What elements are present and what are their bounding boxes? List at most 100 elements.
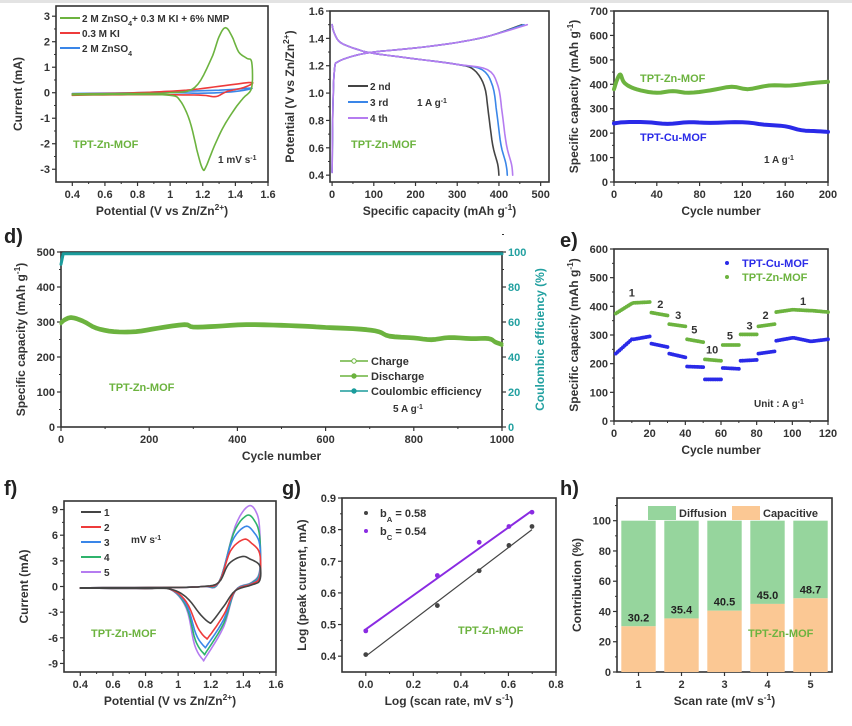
y-tick-label: 0.9	[321, 493, 336, 505]
chart-panel-g: 0.4 0.5 0.6 0.7 0.8 0.9 0.0 0.2 0.4 0.6 0.8 Log (sc…	[295, 493, 564, 708]
legend-label: 0.3 M KI	[82, 29, 120, 40]
y-tick-label: 500	[37, 247, 55, 259]
y-right-tick-label: 20	[508, 387, 520, 399]
data-point	[683, 324, 688, 329]
y-tick-label: 0	[605, 667, 611, 679]
y-tick-label: 400	[590, 301, 608, 313]
x-axis-label: Cycle number	[681, 443, 761, 457]
y-tick-label: -1	[40, 113, 50, 125]
y-tick-label: 0	[52, 582, 58, 594]
data-label: 35.4	[671, 604, 693, 616]
data-point	[736, 343, 741, 347]
y-tick-label: 0	[602, 177, 608, 189]
y-tick-label: 600	[590, 30, 608, 42]
legend-label: Diffusion	[679, 508, 727, 520]
rate-label: 1	[800, 296, 806, 308]
sample-label: TPT-Zn-MOF	[458, 625, 524, 637]
x-axis-label: Scan rate (mV s-1)	[674, 692, 776, 708]
y-axis-label: Specific capacity (mAh g-1)	[565, 258, 581, 412]
y-tick-label: 0.8	[321, 525, 336, 537]
legend-label: 4 th	[370, 114, 388, 125]
sample-label: TPT-Zn-MOF	[73, 139, 139, 151]
y-tick-label: 3	[52, 556, 58, 568]
y-tick-label: 0	[602, 416, 608, 428]
bar-capacitive	[793, 598, 828, 672]
y-right-tick-label: 80	[508, 282, 520, 294]
x-tick-label: 800	[405, 434, 423, 446]
bar-diffusion	[707, 520, 742, 611]
y-tick-label: 80	[599, 546, 611, 558]
data-point	[665, 313, 670, 318]
data-point	[772, 322, 777, 327]
data-label: 48.7	[800, 584, 821, 596]
rate-label: 2	[763, 310, 769, 322]
fit-line	[365, 509, 533, 631]
y-right-axis-label: Coulombic efficiency (%)	[533, 268, 547, 411]
y-tick-label: 0.4	[321, 651, 337, 663]
legend-marker	[725, 275, 729, 279]
sample-label: TPT-Zn-MOF	[91, 628, 157, 640]
legend-label: Coulombic efficiency	[371, 386, 483, 398]
legend-label: Discharge	[371, 371, 424, 383]
y-tick-label: 1.0	[309, 88, 324, 100]
y-tick-label: 0.4	[309, 170, 325, 182]
x-tick-label: 80	[751, 428, 763, 440]
x-tick-label: 0.0	[358, 679, 373, 691]
y-tick-label: 200	[590, 359, 608, 371]
x-tick-label: 100	[783, 428, 801, 440]
x-tick-label: 1	[635, 679, 641, 691]
data-point	[754, 358, 759, 362]
chart-panel-f: -9 -6 -3 0 3 6 9 0.4 0.6 0.8 1 1.2 1.4 1.6 Potential (…	[17, 500, 284, 708]
bar-capacitive	[707, 610, 742, 672]
x-tick-label: 0.6	[105, 679, 120, 691]
x-tick-label: 1.6	[268, 679, 283, 691]
x-tick-label: 100	[365, 189, 383, 201]
y-tick-label: 40	[599, 606, 611, 618]
y-tick-label: 0.5	[321, 620, 336, 632]
y-right-tick-label: 100	[508, 247, 526, 259]
y-tick-label: 500	[590, 55, 608, 67]
legend-marker	[725, 261, 729, 265]
x-tick-label: 1.4	[228, 189, 244, 201]
x-tick-label: 0.8	[130, 189, 145, 201]
x-tick-label: 0.6	[501, 679, 516, 691]
current-density-label: 1 A g-1	[764, 155, 794, 167]
x-tick-label: 0.6	[97, 189, 112, 201]
y-tick-label: 0.6	[309, 143, 324, 155]
y-tick-label: 100	[593, 516, 611, 528]
data-point	[754, 332, 759, 337]
legend-label: 3	[104, 538, 110, 549]
x-tick-label: 1.4	[236, 679, 252, 691]
cv-curve	[79, 555, 262, 625]
data-label: 45.0	[757, 590, 778, 602]
legend-label: 4	[104, 553, 110, 564]
data-point	[683, 355, 688, 360]
data-point	[434, 603, 440, 608]
x-tick-label: 80	[693, 189, 705, 201]
capacity-curve	[612, 72, 830, 95]
fit-line	[365, 529, 533, 657]
charge-curve	[331, 23, 529, 174]
y-tick-label: 300	[37, 317, 55, 329]
data-point	[736, 366, 741, 371]
y-tick-label: 6	[52, 530, 58, 542]
x-tick-label: 0.8	[138, 679, 153, 691]
panel-label: e)	[560, 230, 578, 252]
data-point	[363, 628, 369, 634]
panel-label: f)	[4, 478, 17, 500]
x-tick-label: 3	[721, 679, 727, 691]
x-axis-label: Potential (V vs Zn/Zn2+)	[104, 692, 236, 708]
discharge-curve	[331, 23, 514, 176]
x-axis-label: Cycle number	[681, 204, 761, 218]
data-point	[434, 573, 440, 578]
y-right-tick-label: 0	[508, 422, 514, 434]
data-point	[772, 349, 777, 354]
y-tick-label: 0	[44, 88, 50, 100]
rate-label: 5	[727, 330, 733, 342]
x-tick-label: 0.2	[406, 679, 421, 691]
legend-marker	[351, 358, 357, 364]
data-point	[476, 539, 482, 545]
rate-label: 2	[657, 299, 663, 311]
x-tick-label: 0.4	[73, 679, 89, 691]
